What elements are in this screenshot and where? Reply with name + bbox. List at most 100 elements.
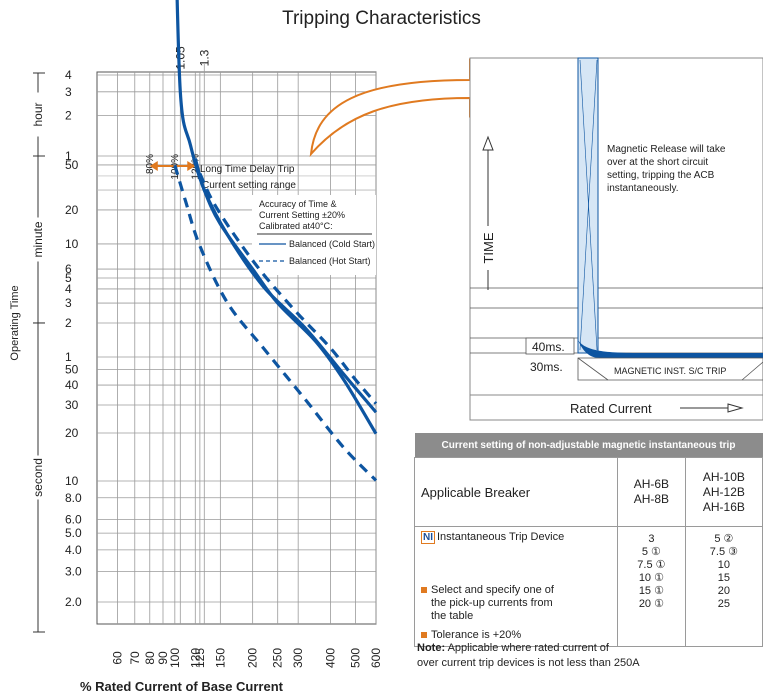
y-axis-label: Operating Time (9, 285, 21, 360)
marker-label: 80% (145, 154, 156, 174)
ni-badge: NI (421, 531, 435, 544)
value-cell: 5 ② (714, 533, 734, 545)
chart-title: Tripping Characteristics (282, 8, 481, 29)
y-tick-label: 8.0 (65, 491, 82, 505)
label-40ms-box (525, 337, 575, 355)
series-line-4 (198, 172, 378, 405)
y-tick-label: 50 (65, 158, 79, 172)
time-arrow-icon (482, 135, 494, 151)
y-tick-label: 5.0 (65, 526, 82, 540)
label-40ms: 40ms. (532, 340, 565, 354)
legend-label: Balanced (Cold Start) (289, 239, 375, 249)
y-tick-label: 3 (65, 85, 72, 99)
applicable-breaker-label: Applicable Breaker (414, 457, 618, 527)
models-col2: AH-10B AH-12B AH-16B (684, 457, 763, 527)
y-tick-label: 4 (65, 68, 72, 82)
x-tick-label: 200 (246, 648, 260, 668)
y-unit-label: hour (31, 102, 45, 126)
mag-note-line: over at the short circuit (607, 157, 708, 168)
series-line-2 (173, 164, 378, 482)
y-tick-label: 10 (65, 474, 79, 488)
mag-trip-band (577, 357, 763, 381)
time-gap (480, 226, 496, 270)
rated-arrow-icon (727, 403, 744, 413)
top-tick-label: 1.3 (197, 49, 211, 66)
y-tick-label: 1 (65, 149, 72, 163)
mag-band-diag (579, 59, 598, 351)
x-tick-label: 400 (323, 648, 337, 668)
mag-band (577, 57, 599, 354)
mag-tail (578, 340, 763, 358)
value-cell: 15 ① (638, 585, 664, 597)
model-ah8b: AH-8B (633, 492, 670, 506)
y-tick-label: 4 (65, 282, 72, 296)
value-cell: 10 ① (638, 572, 664, 584)
legend-note-3: Calibrated at40°C: (259, 221, 333, 231)
value-cell: 20 (717, 585, 731, 597)
y-tick-label: 40 (65, 378, 79, 392)
x-tick-label: 150 (213, 648, 227, 668)
y-tick-label: 6.0 (65, 512, 82, 526)
models-col1: AH-6B AH-8B (617, 457, 686, 527)
bullet-icon (421, 632, 427, 639)
y-tick-label: 6 (65, 262, 72, 276)
bracket-gap (31, 217, 45, 262)
x-tick-label: 100 (168, 648, 182, 668)
range-arrowhead (187, 161, 196, 171)
y-tick-label: 5 (65, 271, 72, 285)
annotation-long-time: Long Time Delay Trip (200, 164, 295, 175)
value-cell: 3 (648, 533, 655, 545)
x-tick-label: 60 (110, 651, 124, 665)
model-ah6b: AH-6B (633, 477, 670, 491)
legend-box (252, 195, 376, 275)
tolerance-text: Tolerance is +20% (431, 629, 522, 641)
mag-note-line: instantaneously. (607, 183, 679, 194)
mag-ylabel: TIME (481, 232, 496, 263)
ni-label: Instantaneous Trip Device (437, 531, 565, 543)
y-tick-label: 20 (65, 203, 79, 217)
note-line-2: over current trip devices is not less th… (417, 657, 640, 669)
x-tick-label: 500 (349, 648, 363, 668)
mag-note-line: Magnetic Release will take (607, 144, 726, 155)
value-cell: 10 (717, 559, 731, 571)
model-ah12b: AH-12B (702, 484, 745, 499)
mag-trip-diag (577, 357, 609, 381)
value-cell: 20 ① (638, 598, 664, 610)
note-block: Note: Applicable where rated current of … (417, 641, 640, 671)
y-tick-label: 50 (65, 363, 79, 377)
legend-note-1: Accuracy of Time & (259, 199, 337, 209)
value-cell: 25 (717, 598, 731, 610)
x-tick-label: 125 (193, 648, 207, 668)
select-line-3: the table (431, 610, 474, 622)
label-30ms: 30ms. (530, 360, 563, 374)
mag-trip-diag (741, 361, 763, 381)
mag-xlabel: Rated Current (570, 401, 652, 416)
y-tick-label: 1 (65, 350, 72, 364)
breaker-table-wrap: Current setting of non-adjustable magnet… (414, 433, 763, 647)
model-ah16b: AH-16B (702, 499, 745, 514)
x-tick-label: 250 (271, 648, 285, 668)
bracket-gap (31, 455, 45, 500)
note-label: Note: (417, 642, 446, 654)
y-tick-label: 4.0 (65, 543, 82, 557)
table-header: Current setting of non-adjustable magnet… (414, 433, 763, 458)
values-col1: 3 5 ① 7.5 ① 10 ① 15 ① 20 ① (617, 526, 686, 647)
series-line-3 (193, 158, 378, 435)
x-tick-label: 300 (291, 648, 305, 668)
x-tick-label: 90 (156, 651, 170, 665)
plot-frame (96, 71, 377, 625)
range-arrowhead (149, 161, 158, 171)
select-line-1: Select and specify one of (431, 584, 554, 596)
y-unit-label: minute (31, 221, 45, 257)
y-tick-label: 10 (65, 237, 79, 251)
mag-note-line: setting, tripping the ACB (607, 170, 715, 181)
y-tick-label: 2.0 (65, 595, 82, 609)
y-tick-label: 30 (65, 398, 79, 412)
device-description: NI Instantaneous Trip Device Select and s… (414, 526, 618, 647)
annotation-current-range: Current setting range (202, 180, 296, 191)
y-tick-label: 2 (65, 109, 72, 123)
value-cell: 7.5 ③ (709, 546, 738, 558)
breaker-table: Current setting of non-adjustable magnet… (414, 433, 763, 647)
